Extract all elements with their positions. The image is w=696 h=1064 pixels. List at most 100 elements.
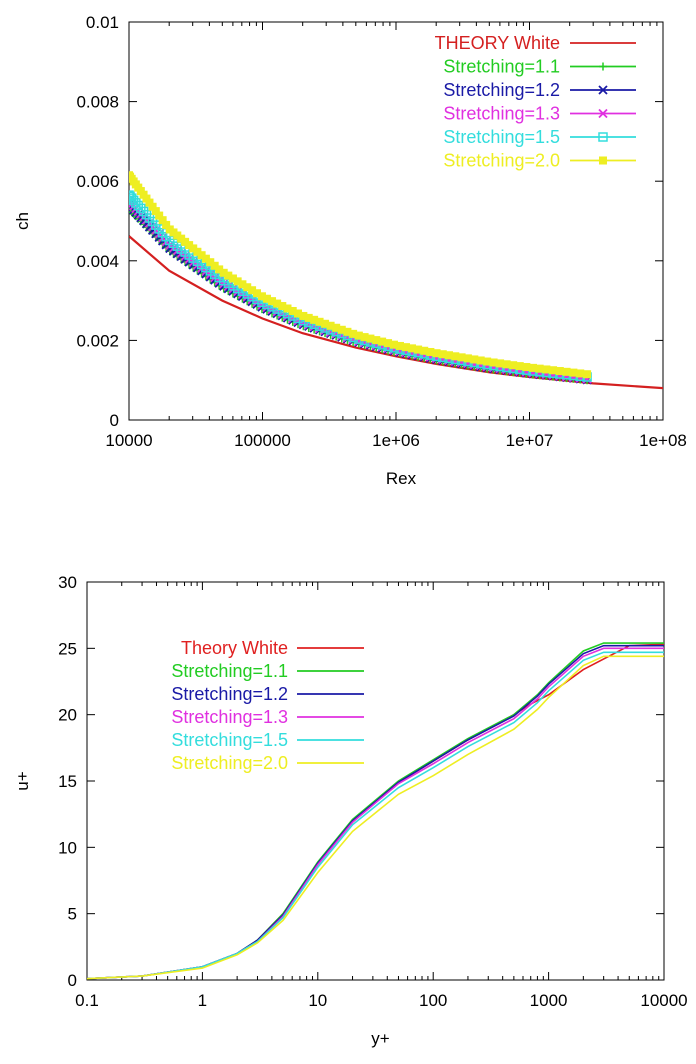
x-tick-label: 1e+08	[639, 431, 687, 450]
data-point	[138, 206, 149, 217]
series-line	[129, 208, 588, 381]
y-tick-label: 0.002	[76, 331, 119, 350]
data-point	[268, 297, 277, 306]
data-point	[181, 237, 190, 246]
data-point	[185, 241, 194, 250]
data-point	[158, 216, 167, 225]
data-point	[283, 304, 292, 313]
y-tick-label: 10	[58, 838, 77, 857]
data-point	[228, 274, 237, 283]
legend-marker	[598, 132, 608, 142]
chart-ch-vs-rex: 10000 100000 1e+06 1e+07 1e+08 0 0.002 0.004 0.0…	[13, 13, 687, 488]
data-point	[395, 341, 404, 350]
data-point	[470, 355, 479, 364]
data-point	[438, 350, 447, 359]
data-point	[337, 325, 346, 334]
plot-area	[87, 642, 664, 980]
x-tick-label: 10000	[105, 431, 152, 450]
legend: Theory White Stretching=1.1 Stretching=1.2…	[171, 638, 364, 773]
data-point	[384, 339, 393, 348]
data-point	[253, 289, 262, 298]
legend-label: Stretching=1.2	[171, 684, 288, 704]
data-point	[502, 360, 511, 369]
x-tick-label: 1e+07	[506, 431, 554, 450]
data-point	[576, 369, 585, 378]
plot-frame	[86, 581, 665, 981]
series-stretching-1-2	[129, 200, 592, 385]
data-point	[248, 286, 257, 295]
legend-label: Stretching=2.0	[171, 753, 288, 773]
x-tick-label: 1	[198, 991, 207, 1010]
data-point	[354, 331, 363, 340]
y-axis-label: ch	[13, 212, 32, 230]
data-point	[288, 306, 297, 315]
data-point	[129, 190, 134, 200]
series-stretching-2-0	[129, 171, 592, 379]
y-tick-label: 15	[58, 772, 77, 791]
data-point	[162, 220, 171, 229]
data-point	[343, 327, 352, 336]
data-point	[451, 352, 460, 361]
data-point	[304, 313, 313, 322]
series-stretching-2-0	[87, 655, 664, 980]
plot-frame	[128, 21, 664, 421]
legend-label: Stretching=1.3	[443, 104, 560, 124]
x-axis-label: Rex	[386, 469, 417, 488]
data-point	[522, 363, 531, 372]
data-point	[321, 319, 330, 328]
data-point	[238, 280, 247, 289]
data-point	[366, 334, 375, 343]
data-point	[243, 283, 252, 292]
series-line	[87, 651, 664, 980]
data-point	[414, 345, 423, 354]
data-point	[210, 261, 219, 270]
data-point	[549, 366, 558, 375]
y-tick-label: 0.006	[76, 172, 119, 191]
y-tick-label: 25	[58, 639, 77, 658]
data-point	[496, 359, 505, 368]
data-point	[515, 362, 524, 371]
y-tick-label: 30	[58, 573, 77, 592]
data-point	[262, 294, 271, 303]
x-tick-label: 10	[308, 991, 327, 1010]
legend-label: Stretching=1.3	[171, 707, 288, 727]
y-tick-label: 0.004	[76, 252, 119, 271]
legend-label: Stretching=1.2	[443, 80, 560, 100]
series-stretching-1-1	[129, 205, 592, 385]
x-tick-label: 10000	[640, 991, 687, 1010]
legend-label: Stretching=1.5	[443, 127, 560, 147]
legend-label: Stretching=1.1	[171, 661, 288, 681]
plot-area	[129, 171, 663, 390]
legend-marker	[598, 85, 608, 95]
legend-label: Stretching=2.0	[443, 151, 560, 171]
data-point	[310, 315, 319, 324]
legend-marker	[598, 108, 608, 119]
data-point	[155, 211, 164, 220]
data-point	[542, 365, 551, 374]
data-point	[237, 289, 248, 299]
data-point	[242, 292, 252, 302]
legend-label: Theory White	[181, 638, 288, 658]
data-point	[193, 247, 202, 256]
data-point	[483, 357, 492, 366]
data-point	[133, 200, 144, 211]
data-point	[294, 309, 303, 318]
data-point	[332, 323, 341, 332]
y-tick-label: 0.01	[86, 13, 119, 32]
legend: THEORY White Stretching=1.1 Stretching=1.2…	[435, 33, 636, 171]
x-tick-label: 0.1	[75, 991, 99, 1010]
data-point	[224, 271, 233, 280]
data-point	[233, 286, 243, 297]
series-stretching-1-3	[129, 196, 592, 384]
data-point	[215, 265, 224, 274]
series-line	[87, 655, 664, 980]
series-line	[129, 204, 588, 381]
data-point	[457, 353, 466, 362]
legend-label: Stretching=1.5	[171, 730, 288, 750]
data-point	[432, 349, 441, 358]
data-point	[489, 358, 498, 367]
data-point	[145, 198, 154, 207]
data-point	[408, 344, 417, 353]
data-point	[219, 268, 228, 277]
